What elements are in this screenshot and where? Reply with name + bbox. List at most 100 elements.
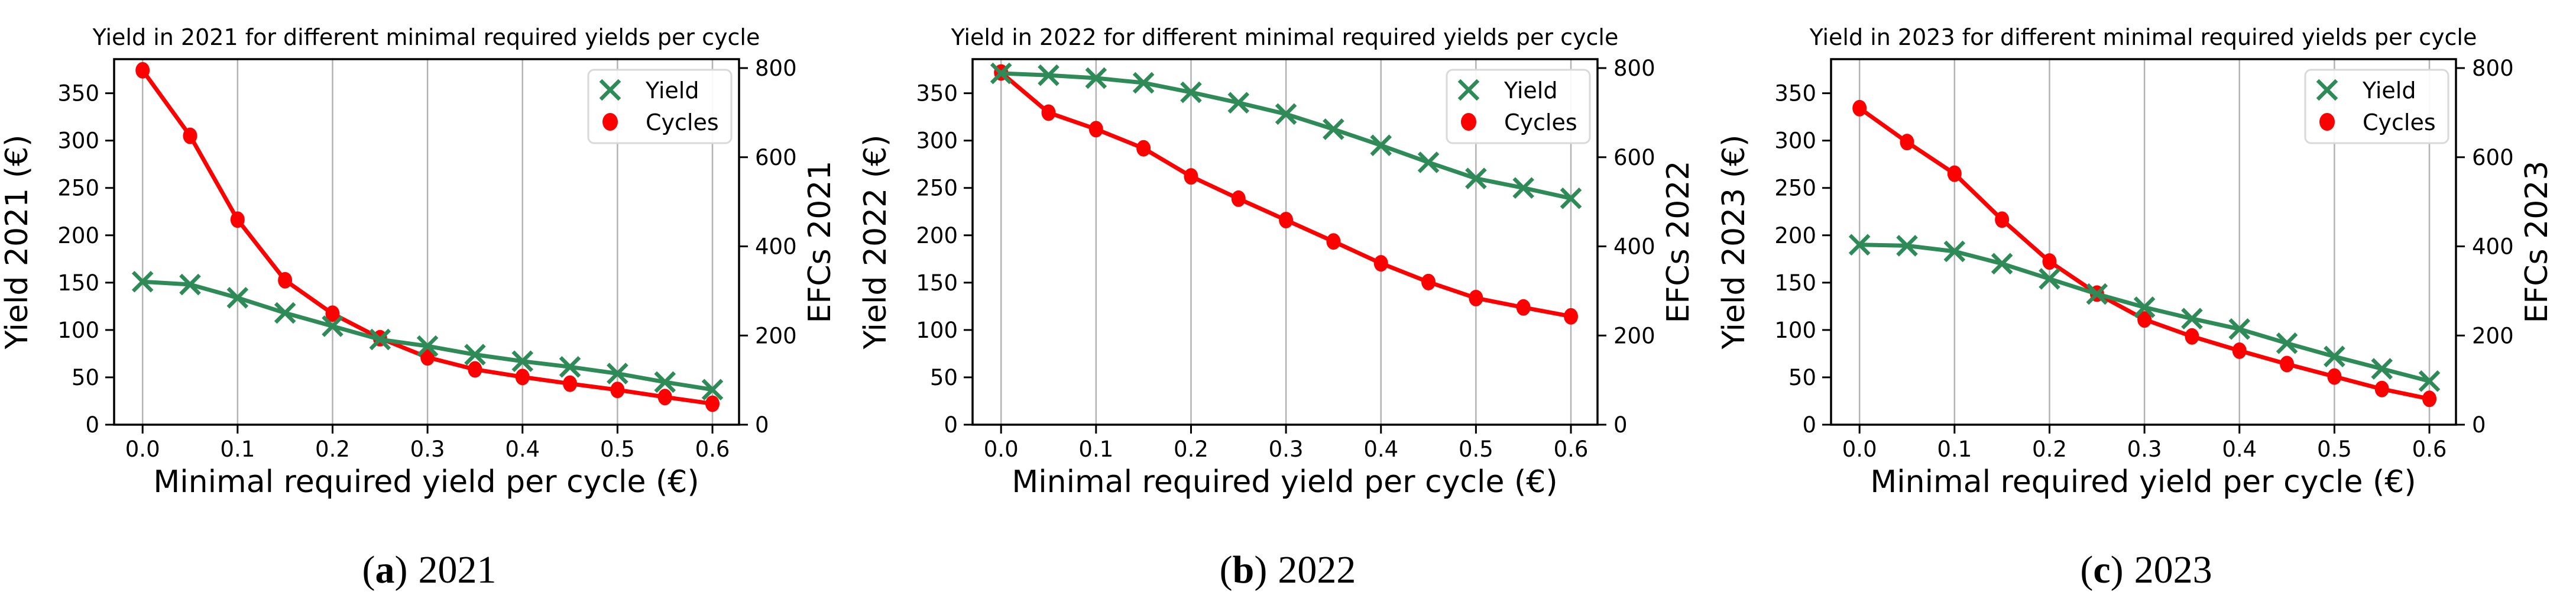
x-axis-label: Minimal required yield per cycle (€) [153,464,699,500]
left-tick-label: 350 [1774,81,1816,106]
left-tick-label: 200 [57,223,99,248]
yield-x-marker-icon [2371,358,2393,380]
yield-x-marker-icon [2039,268,2060,290]
chart-panel-2023: 0.0 0.1 0.2 0.3 0.4 0.5 0.6 0 50 100 150 200 250 300 3… [1717,0,2575,611]
cycles-dot-marker-icon [1421,273,1436,290]
left-y-axis-label: Yield 2022 (€) [858,135,893,350]
yield-x-marker-icon [322,315,344,337]
chart-title: Yield in 2023 for different minimal requ… [1809,24,2477,50]
left-tick-label: 150 [916,270,958,296]
cycles-dot-marker-icon [1136,140,1151,157]
yield-x-marker-icon [559,356,581,378]
legend: Yield Cycles [587,69,733,144]
caption-paren: ( [2080,548,2094,591]
x-tick-label: 0.4 [505,437,540,462]
yield-x-marker-icon [2418,370,2441,392]
cycles-dot-marker-icon [2280,355,2295,373]
subfigure-caption: (b) 2022 [858,532,1717,611]
gridlines [1000,59,1572,425]
yield-x-marker-icon [511,350,534,373]
x-tick-label: 0.3 [2127,437,2162,462]
cycles-markers [1852,99,2437,408]
left-tick-label: 200 [916,223,958,248]
yield-x-marker-icon [1943,240,1966,263]
cycles-dot-marker-icon [1326,233,1341,250]
chart-title: Yield in 2021 for different minimal requ… [92,24,760,50]
cycles-dot-marker-icon [1231,190,1246,207]
cycles-dot-marker-icon [2137,311,2152,328]
caption-year: 2022 [1278,548,1356,591]
yield-x-marker-icon [1848,234,1871,256]
cycles-dot-marker-icon [1516,299,1531,316]
left-tick-label: 50 [72,365,99,390]
yield-x-marker-icon [1038,64,1059,86]
legend-box [2304,69,2449,144]
cycles-dot-marker-icon [1564,308,1579,325]
yield-x-marker-icon [2181,308,2203,329]
right-tick-label: 800 [1613,56,1655,81]
left-tick-label: 50 [930,365,958,390]
x-tick-label: 0.0 [1842,437,1877,462]
plot-border [971,58,1599,426]
yield-x-marker-icon [1132,72,1155,94]
x-tick-label: 0.1 [1078,437,1113,462]
left-tick-label: 150 [57,270,99,296]
cycles-dot-marker-icon [1184,168,1198,185]
cycles-dot-marker-icon [2042,253,2057,270]
x-tick-label: 0.1 [220,437,255,462]
right-axis-ticks: 0 200 400 600 800 [1598,56,1655,438]
legend-label-yield: Yield [645,77,699,104]
x-tick-label: 0.3 [1269,437,1304,462]
legend-label-yield: Yield [2362,77,2416,104]
right-tick-label: 400 [2472,234,2514,260]
left-tick-label: 300 [916,128,958,154]
x-tick-label: 0.4 [2222,437,2257,462]
left-tick-label: 250 [57,176,99,201]
caption-year: 2023 [2134,548,2212,591]
cycles-dot-marker-icon [563,375,578,392]
cycles-marker-icon [1461,113,1476,131]
chart-panel-2022: 0.0 0.1 0.2 0.3 0.4 0.5 0.6 0 50 100 150 200 250 300 3… [858,0,1717,611]
x-tick-label: 0.5 [600,437,635,462]
legend-box [1446,69,1591,144]
yield-x-marker-icon [1465,167,1487,190]
x-tick-label: 0.5 [1459,437,1493,462]
yield-x-marker-icon [1275,103,1297,125]
yield-x-marker-icon [2086,283,2108,305]
right-axis-ticks: 0 200 400 600 800 [2456,56,2514,438]
yield-x-marker-icon [2324,345,2345,368]
right-tick-label: 800 [755,56,797,81]
caption-paren: ) [2110,548,2124,591]
left-tick-label: 100 [1774,318,1816,343]
caption-paren: ) [394,548,408,591]
yield-markers [990,62,1582,209]
cycles-dot-marker-icon [2327,368,2342,385]
caption-letter: c [2093,548,2111,591]
caption-paren: ( [362,548,375,591]
right-tick-label: 600 [1613,145,1655,170]
yield-x-marker-icon [226,287,249,309]
x-axis-label: Minimal required yield per cycle (€) [1870,464,2416,500]
x-axis-ticks: 0.0 0.1 0.2 0.3 0.4 0.5 0.6 [984,425,1588,462]
right-tick-label: 600 [2472,145,2514,170]
yield-x-marker-icon [1991,253,2013,275]
left-tick-label: 300 [1774,128,1816,154]
left-tick-label: 250 [1774,176,1816,201]
yield-marker-icon [599,79,621,101]
right-y-axis-label: EFCs 2021 [802,160,838,323]
caption-letter: b [1232,548,1255,591]
chart-2023-svg: 0.0 0.1 0.2 0.3 0.4 0.5 0.6 0 50 100 150 200 250 300 3… [1717,24,2555,500]
yield-marker-icon [2316,79,2338,101]
yield-x-marker-icon [1896,235,1918,257]
yield-x-marker-icon [2133,296,2156,318]
right-tick-label: 0 [2472,412,2486,438]
yield-x-marker-icon [654,371,676,393]
legend: Yield Cycles [1446,69,1591,144]
x-tick-label: 0.6 [695,437,730,462]
cycles-dot-marker-icon [230,211,245,228]
legend-box [587,69,733,144]
yield-x-marker-icon [416,335,439,357]
yield-x-marker-icon [1417,151,1440,173]
left-tick-label: 0 [1802,412,1816,438]
x-tick-label: 0.2 [2032,437,2067,462]
